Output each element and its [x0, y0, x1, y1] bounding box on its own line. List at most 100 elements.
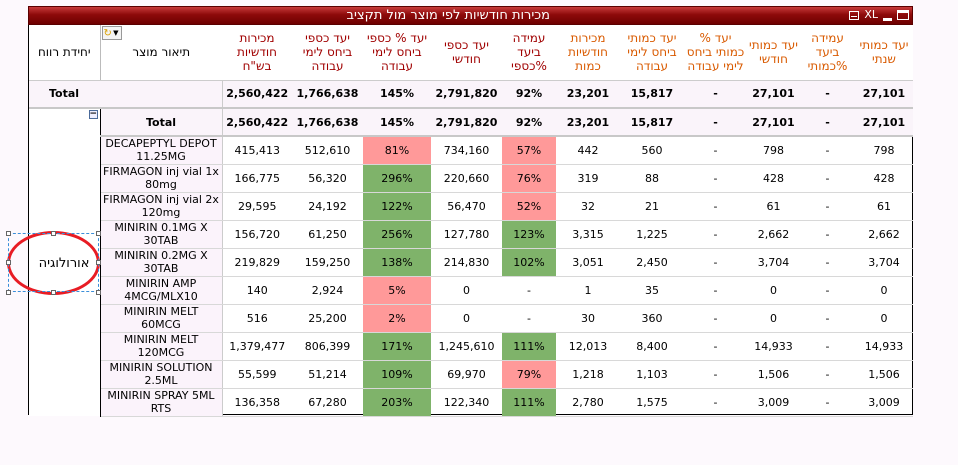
product-row[interactable]: MINIRIN MELT 120MCG 1,379,477 806,399 171% 1…: [29, 332, 913, 361]
cell-target-qty-year: 61: [855, 192, 913, 221]
column-header-sales-nis[interactable]: מכירות חודשיות בש"ח: [222, 25, 292, 81]
cell-sales-nis: 1,379,477: [222, 332, 292, 361]
product-row[interactable]: MINIRIN MELT 60MCG 516 25,200 2% 0-30 360-0-0: [29, 304, 913, 333]
grand-total-row: Total 2,560,422 1,766,638 145% 2,791,820 92% 2…: [29, 80, 913, 109]
cell-sales-qty: 2,780: [556, 388, 620, 417]
resize-handle[interactable]: [96, 290, 101, 295]
column-header-target-nis-wd[interactable]: יעד כספי ביחס לימי עבודה: [292, 25, 363, 81]
maximize-icon[interactable]: [897, 10, 909, 20]
resize-handle[interactable]: [51, 231, 56, 236]
cell-sales-qty: 3,315: [556, 220, 620, 249]
product-description[interactable]: MINIRIN 0.1MG X 30TAB: [99, 220, 223, 249]
cell-target-qty-month: 61: [747, 192, 800, 221]
cell-target-nis-wd: 1,766,638: [292, 80, 363, 109]
product-row[interactable]: FIRMAGON inj vial 2x 120mg 29,595 24,192 12…: [29, 192, 913, 221]
resize-handle[interactable]: [96, 231, 101, 236]
pivot-table: יחידת רווח תיאור מוצר ↻ ▼ מכירות חודשיות בש"…: [29, 25, 913, 417]
resize-handle[interactable]: [6, 231, 11, 236]
column-header-unit[interactable]: יחידת רווח: [29, 25, 101, 81]
cell-pct-target-qty: -: [684, 164, 747, 193]
column-header-pct-target-qty[interactable]: יעד % כמותי ביחס לימי עבודה: [684, 25, 747, 81]
cell-pct-target-qty: -: [684, 220, 747, 249]
product-row[interactable]: MINIRIN AMP 4MCG/MLX10 140 2,924 5% 0-1 35-0-…: [29, 276, 913, 305]
minimize-icon[interactable]: [883, 17, 892, 21]
cell-achv-qty: -: [800, 388, 855, 417]
group-total-row: − Total 2,560,422 1,766,638 145% 2,791,820 92%…: [29, 108, 913, 416]
column-header-pct-target-nis[interactable]: יעד % כספי ביחס לימי עבודה: [363, 25, 431, 81]
cell-achv-qty: -: [800, 276, 855, 305]
product-description[interactable]: MINIRIN SOLUTION 2.5ML: [99, 360, 223, 389]
cell-target-qty-year: 3,704: [855, 248, 913, 277]
product-row[interactable]: FIRMAGON inj vial 1x 80mg 166,775 56,320 29…: [29, 164, 913, 193]
cell-target-qty-month: 0: [747, 304, 800, 333]
cell-target-nis-wd: 159,250: [292, 248, 363, 277]
product-row[interactable]: MINIRIN SPRAY 5ML RTS 136,358 67,280 203% 12…: [29, 388, 913, 417]
cell-pct-target-nis: 296%: [363, 164, 431, 193]
product-row[interactable]: MINIRIN SOLUTION 2.5ML 55,599 51,214 109% 69…: [29, 360, 913, 389]
cell-target-qty-year: 798: [855, 136, 913, 165]
cell-target-qty-month: 798: [747, 136, 800, 165]
cell-achv-qty: -: [800, 192, 855, 221]
product-row[interactable]: DECAPEPTYL DEPOT 11.25MG 415,413 512,610 81…: [29, 136, 913, 165]
product-row[interactable]: MINIRIN 0.1MG X 30TAB 156,720 61,250 256% 12…: [29, 220, 913, 249]
column-header-achv-qty[interactable]: עמידה ביעד %כמותי: [800, 25, 855, 81]
product-description[interactable]: FIRMAGON inj vial 1x 80mg: [99, 164, 223, 193]
product-description[interactable]: MINIRIN SPRAY 5ML RTS: [99, 388, 223, 417]
resize-handle[interactable]: [96, 260, 101, 265]
cell-target-qty-wd: 1,575: [620, 388, 684, 417]
product-description[interactable]: MINIRIN AMP 4MCG/MLX10: [99, 276, 223, 305]
cell-pct-target-nis: 5%: [363, 276, 431, 305]
collapse-group-icon[interactable]: −: [88, 109, 98, 119]
cell-target-nis-wd: 56,320: [292, 164, 363, 193]
column-header-target-nis-month[interactable]: יעד כספי חודשי: [431, 25, 502, 81]
resize-handle[interactable]: [51, 290, 56, 295]
cell-target-nis-month: 1,245,610: [431, 332, 502, 361]
grand-total-label: Total: [29, 80, 223, 109]
cell-achv-qty: -: [800, 108, 855, 137]
column-header-sales-qty[interactable]: מכירות חודשיות כמות: [556, 25, 620, 81]
annotation-selection-box[interactable]: [8, 233, 99, 292]
cell-target-qty-wd: 35: [620, 276, 684, 305]
cell-achv-nis: 52%: [502, 192, 556, 221]
cell-sales-nis: 140: [222, 276, 292, 305]
cell-target-qty-year: 0: [855, 304, 913, 333]
product-description[interactable]: MINIRIN 0.2MG X 30TAB: [99, 248, 223, 277]
cell-target-qty-wd: 360: [620, 304, 684, 333]
cell-target-qty-wd: 2,450: [620, 248, 684, 277]
cell-achv-qty: -: [800, 304, 855, 333]
cell-achv-nis: 92%: [502, 80, 556, 109]
refresh-icon: ↻: [103, 28, 112, 39]
product-description[interactable]: FIRMAGON inj vial 2x 120mg: [99, 192, 223, 221]
cell-target-nis-wd: 1,766,638: [292, 108, 363, 137]
cell-target-nis-month: 2,791,820: [431, 80, 502, 109]
xl-export-button[interactable]: XL: [864, 8, 878, 21]
cell-sales-qty: 23,201: [556, 80, 620, 109]
product-description[interactable]: MINIRIN MELT 60MCG: [99, 304, 223, 333]
cell-target-nis-month: 214,830: [431, 248, 502, 277]
cell-target-nis-month: 56,470: [431, 192, 502, 221]
cell-achv-qty: -: [800, 220, 855, 249]
refresh-dropdown-icon[interactable]: ↻ ▼: [101, 26, 122, 40]
cell-sales-nis: 29,595: [222, 192, 292, 221]
cell-target-qty-month: 1,506: [747, 360, 800, 389]
product-description[interactable]: MINIRIN MELT 120MCG: [99, 332, 223, 361]
column-header-target-qty-year[interactable]: יעד כמותי שנתי: [855, 25, 913, 81]
column-header-desc[interactable]: תיאור מוצר ↻ ▼: [99, 25, 222, 81]
column-header-achv-nis[interactable]: עמידה ביעד %כספי: [502, 25, 556, 81]
cell-pct-target-nis: 109%: [363, 360, 431, 389]
resize-handle[interactable]: [6, 260, 11, 265]
cell-target-nis-wd: 67,280: [292, 388, 363, 417]
print-icon[interactable]: [849, 10, 860, 20]
cell-pct-target-nis: 171%: [363, 332, 431, 361]
product-row[interactable]: MINIRIN 0.2MG X 30TAB 219,829 159,250 138% 2…: [29, 248, 913, 277]
column-header-target-qty-wd[interactable]: יעד כמותי ביחס לימי עבודה: [620, 25, 684, 81]
cell-sales-qty: 1,218: [556, 360, 620, 389]
group-total-label: Total: [145, 115, 177, 129]
cell-pct-target-nis: 256%: [363, 220, 431, 249]
resize-handle[interactable]: [6, 290, 11, 295]
product-description[interactable]: DECAPEPTYL DEPOT 11.25MG: [99, 136, 223, 165]
cell-target-nis-wd: 2,924: [292, 276, 363, 305]
cell-target-nis-month: 127,780: [431, 220, 502, 249]
cell-target-qty-year: 14,933: [855, 332, 913, 361]
column-header-target-qty-month[interactable]: יעד כמותי חודשי: [747, 25, 800, 81]
